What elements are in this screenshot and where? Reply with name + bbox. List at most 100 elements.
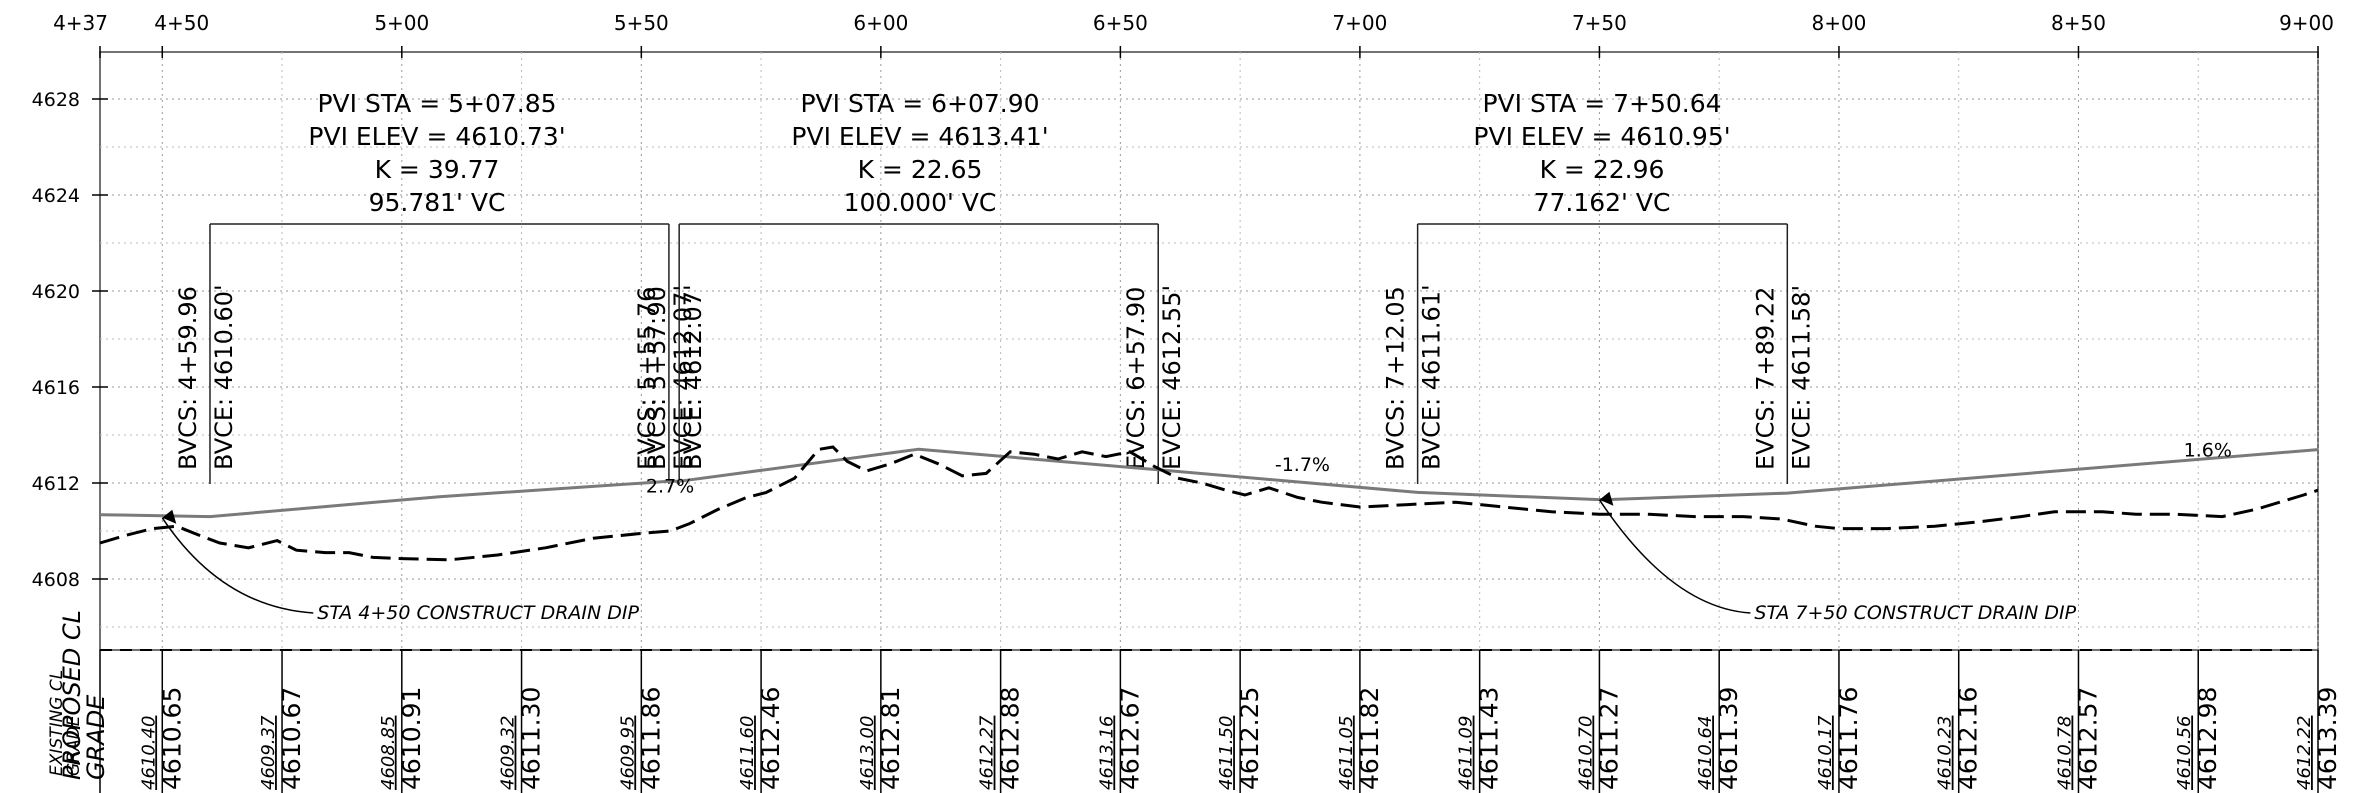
existing-elevation-value: 4609.95 [617, 716, 638, 790]
bvc-station-label: BVCS: 4+59.96 [174, 286, 202, 470]
row-label-line: EXISTING CL [47, 670, 67, 776]
existing-elevation-value: 4611.05 [1336, 716, 1357, 790]
existing-elevation-value: 4610.17 [1815, 715, 1836, 790]
station-label: 7+00 [1332, 11, 1387, 35]
proposed-elevation-value: 4611.82 [1355, 687, 1384, 790]
evc-station-label: EVCS: 6+57.90 [1122, 287, 1150, 470]
k-value: K = 22.65 [858, 155, 983, 184]
evc-elevation-label: EVCE: 4611.58' [1787, 285, 1815, 470]
proposed-elevation-value: 4612.46 [756, 687, 785, 790]
elevation-label: 4620 [32, 281, 80, 303]
proposed-elevation-value: 4612.81 [876, 687, 905, 790]
callout-arrowhead [162, 509, 177, 524]
k-value: K = 22.96 [1540, 155, 1665, 184]
vertical-curve-2: PVI STA = 6+07.90 PVI ELEV = 4613.41' K = … [643, 89, 1186, 484]
proposed-elevation-value: 4612.16 [1954, 687, 1983, 790]
row-label-line: GRADE [64, 715, 84, 776]
existing-elevation-value: 4611.09 [1456, 716, 1477, 790]
evc-station-label: EVCS: 5+55.76 [633, 287, 661, 470]
k-value: K = 39.77 [375, 155, 500, 184]
existing-elevation-value: 4612.27 [977, 715, 998, 790]
existing-elevation-value: 4611.60 [737, 716, 758, 790]
station-label: 5+00 [374, 11, 429, 35]
station-label: 7+50 [1572, 11, 1627, 35]
existing-row-label: EXISTING CLGRADE [47, 670, 84, 776]
existing-elevation-value: 4610.56 [2174, 716, 2195, 790]
station-label: 8+00 [1811, 11, 1866, 35]
callout-leader [161, 517, 314, 614]
proposed-elevation-value: 4613.39 [2313, 687, 2342, 790]
proposed-elevation-value: 4611.39 [1714, 687, 1743, 790]
profile-lines [99, 445, 2319, 562]
station-label: 6+00 [853, 11, 908, 35]
evc-elevation-label: EVCE: 4612.07' [669, 285, 697, 470]
proposed-elevation-value: 4611.27 [1594, 687, 1623, 790]
grid [99, 51, 2319, 651]
existing-elevation-value: 4613.16 [1096, 716, 1117, 790]
row-label-line: PROPOSED CL [58, 610, 86, 780]
existing-elevation-value: 4610.40 [138, 716, 159, 790]
callouts: STA 4+50 CONSTRUCT DRAIN DIP STA 7+50 CON… [161, 491, 2077, 624]
callout-label: STA 4+50 CONSTRUCT DRAIN DIP [317, 602, 639, 624]
elevation-label: 4616 [32, 377, 80, 399]
existing-elevation-value: 4611.50 [1216, 716, 1237, 790]
existing-elevation-value: 4612.22 [2294, 716, 2315, 790]
grade-label: 1.6% [2184, 440, 2232, 462]
station-label: 5+50 [614, 11, 669, 35]
elevation-label: 4628 [32, 89, 80, 111]
pvi-station: PVI STA = 6+07.90 [800, 89, 1039, 118]
existing-elevation-value: 4613.00 [857, 716, 878, 790]
bvc-elevation-label: BVCE: 4612.07' [679, 284, 707, 470]
bvc-elevation-label: BVCE: 4611.61' [1418, 284, 1446, 470]
pvi-elevation: PVI ELEV = 4610.95' [1473, 122, 1730, 151]
station-label: 4+37 [53, 11, 108, 35]
proposed-row-label: PROPOSED CLGRADE [58, 610, 110, 780]
curve-length: 100.000' VC [844, 188, 997, 217]
curve-length: 77.162' VC [1534, 188, 1671, 217]
proposed-elevation-value: 4612.25 [1235, 687, 1264, 790]
grade-label: 2.7% [646, 476, 694, 498]
row-label-line: GRADE [82, 694, 110, 780]
proposed-elevation-value: 4611.76 [1834, 687, 1863, 790]
vertical-curves: PVI STA = 5+07.85 PVI ELEV = 4610.73' K = … [174, 89, 1815, 484]
proposed-elevation-value: 4612.88 [996, 687, 1025, 790]
station-label: 6+50 [1093, 11, 1148, 35]
existing-ground-line [99, 445, 2319, 562]
callout-label: STA 7+50 CONSTRUCT DRAIN DIP [1754, 602, 2076, 624]
proposed-elevation-value: 4611.30 [517, 687, 546, 790]
top-station-axis: 4+37 4+50 5+00 5+50 6+00 6+50 7+00 7+50 8+00 8+50… [53, 11, 2334, 58]
existing-elevation-value: 4609.37 [258, 715, 279, 790]
proposed-elevation-value: 4612.98 [2193, 687, 2222, 790]
callout-arrowhead [1599, 491, 1614, 506]
station-label: 9+00 [2279, 11, 2334, 35]
proposed-elevation-value: 4612.67 [1115, 687, 1144, 790]
vertical-curve-3: PVI STA = 7+50.64 PVI ELEV = 4610.95' K = … [1382, 89, 1815, 484]
proposed-elevation-value: 4612.57 [2073, 687, 2102, 790]
elevation-label: 4612 [32, 473, 80, 495]
station-label: 4+50 [154, 11, 209, 35]
pvi-elevation: PVI ELEV = 4610.73' [308, 122, 565, 151]
proposed-elevation-value: 4610.67 [277, 687, 306, 790]
existing-elevation-value: 4608.85 [378, 716, 399, 790]
existing-elevation-value: 4610.64 [1695, 716, 1716, 790]
existing-elevation-value: 4610.23 [1935, 716, 1956, 790]
grade-label: -1.7% [1275, 454, 1330, 476]
elevation-label: 4608 [32, 569, 80, 591]
existing-elevation-value: 4610.78 [2054, 716, 2075, 790]
curve-length: 95.781' VC [369, 188, 506, 217]
grade-labels: 2.7% -1.7% 1.6% [646, 440, 2232, 498]
proposed-elevation-value: 4611.43 [1475, 687, 1504, 790]
existing-elevation-value: 4610.70 [1575, 716, 1596, 790]
proposed-elevation-value: 4611.86 [636, 687, 665, 790]
vertical-curve-1: PVI STA = 5+07.85 PVI ELEV = 4610.73' K = … [174, 89, 697, 484]
bvc-elevation-label: BVCE: 4610.60' [210, 284, 238, 470]
evc-elevation-label: EVCE: 4612.55' [1158, 285, 1186, 470]
bvc-station-label: BVCS: 7+12.05 [1382, 286, 1410, 470]
proposed-grade-line [99, 447, 2319, 519]
station-label: 8+50 [2051, 11, 2106, 35]
bvc-station-label: BVCS: 5+57.90 [643, 286, 671, 470]
pvi-station: PVI STA = 7+50.64 [1482, 89, 1721, 118]
pvi-elevation: PVI ELEV = 4613.41' [791, 122, 1048, 151]
